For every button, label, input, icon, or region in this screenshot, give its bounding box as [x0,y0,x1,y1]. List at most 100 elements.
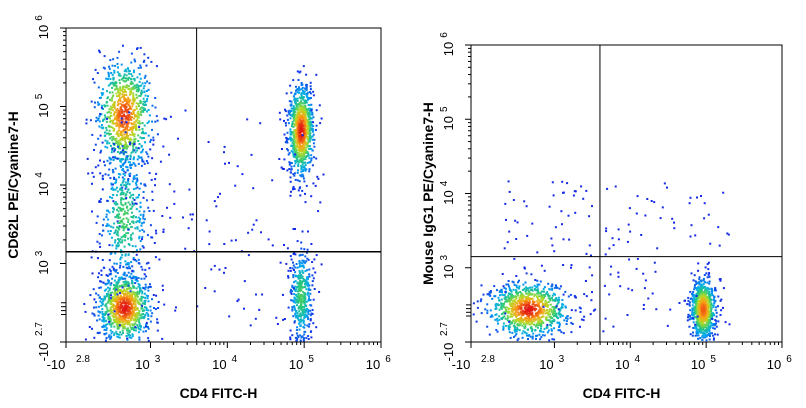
event-dot [547,329,550,332]
event-dot [124,117,127,120]
event-dot [119,294,122,297]
event-dot [317,177,320,180]
event-dot [127,135,129,137]
event-dot [122,193,125,196]
event-dot [97,86,100,89]
event-dot [113,307,116,310]
event-dot [127,263,130,266]
event-dot [709,324,712,327]
event-dot [300,157,303,160]
event-dot [503,302,505,305]
event-dot [108,108,111,111]
event-dot [129,92,132,95]
event-dot [293,106,296,109]
event-dot [299,277,302,280]
event-dot [547,301,550,303]
event-dot [509,336,512,339]
event-dot [301,297,304,300]
event-dot [540,336,543,339]
event-dot [134,140,136,143]
event-dot [299,132,302,135]
event-dot [115,282,118,285]
event-dot [480,284,483,287]
event-dot [125,155,128,158]
event-dot [117,142,120,145]
event-dot [133,79,136,82]
event-dot [121,329,124,332]
event-dot [297,163,300,166]
event-dot [526,295,529,298]
event-dot [154,178,157,181]
event-dot [535,304,538,307]
event-dot [135,129,137,131]
event-dot [152,294,155,296]
event-dot [537,322,540,324]
event-dot [98,242,101,245]
event-dot [500,307,503,310]
event-dot [102,300,105,303]
event-dot [112,305,115,308]
event-dot [696,323,699,326]
event-dot [94,101,96,104]
event-dot [121,116,123,119]
event-dot [311,274,314,277]
event-dot [293,293,296,296]
event-dot [305,73,308,76]
event-dot [95,306,98,309]
event-dot [121,145,124,148]
event-dot [547,295,550,298]
event-dot [297,110,300,113]
event-dot [156,329,159,332]
event-dot [140,91,143,94]
event-dot [285,92,288,95]
event-dot [514,334,517,337]
event-dot [307,288,310,291]
event-dot [299,97,302,100]
event-dot [145,294,148,297]
event-dot [296,108,299,111]
event-dot [110,325,113,328]
event-dot [122,95,125,98]
event-dot [496,289,498,292]
event-dot [134,278,137,281]
event-dot [125,285,128,287]
event-dot [112,309,115,312]
event-dot [713,289,716,292]
event-dot [108,309,110,312]
event-dot [119,89,122,92]
event-dot [142,110,145,113]
event-dot [138,338,141,341]
event-dot [504,300,507,303]
event-dot [312,116,315,119]
event-dot [99,311,101,314]
event-dot [124,68,127,71]
event-dot [698,292,701,295]
event-dot [93,336,96,339]
event-dot [134,138,137,141]
event-dot [246,118,249,121]
event-dot [691,307,694,310]
event-dot [522,283,525,286]
event-dot [515,286,518,289]
event-dot [527,307,530,310]
event-dot [117,221,119,224]
event-dot [300,293,302,296]
event-dot [122,281,125,284]
event-dot [124,302,127,305]
event-dot [110,82,112,85]
event-dot [548,339,551,342]
event-dot [300,140,303,143]
event-dot [145,100,148,103]
event-dot [147,314,150,317]
event-dot [297,151,300,154]
event-dot [296,103,299,106]
event-dot [583,293,586,296]
event-dot [293,133,296,136]
event-dot [134,98,137,101]
event-dot [305,86,308,88]
event-dot [137,155,140,158]
event-dot [119,138,122,140]
event-dot [300,294,303,297]
event-dot [124,146,127,149]
event-dot [519,291,522,293]
